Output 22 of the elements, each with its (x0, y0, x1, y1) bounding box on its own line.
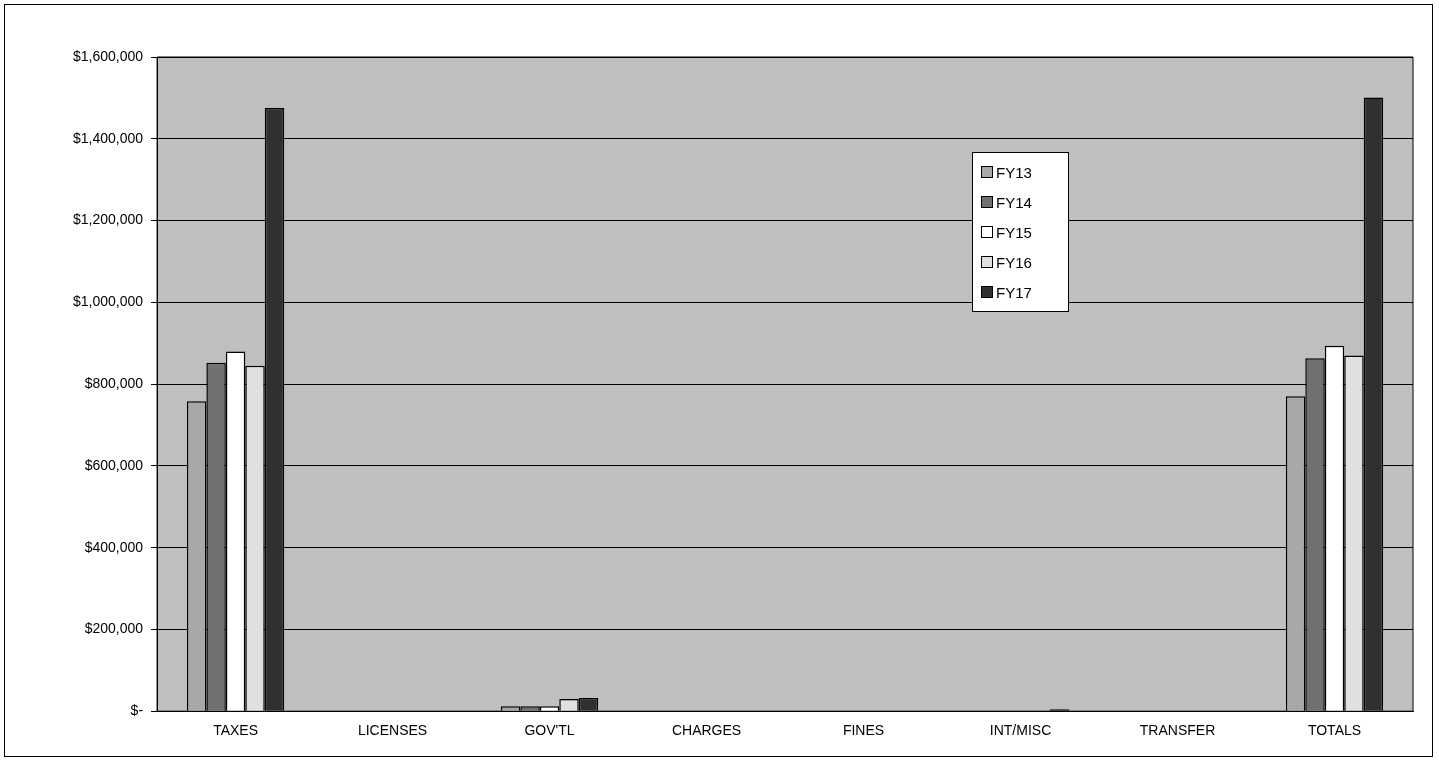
y-tick-label: $600,000 (84, 456, 144, 473)
x-tick-label: LICENSES (357, 722, 428, 739)
y-tick-label: $200,000 (84, 620, 144, 637)
y-tick-label: $1,600,000 (72, 47, 144, 64)
y-tick-label: $- (130, 702, 144, 719)
x-tick-label: TOTALS (1307, 722, 1362, 739)
x-tick-label: TRANSFER (1139, 722, 1216, 739)
x-tick-label: INT/MISC (989, 722, 1052, 739)
y-tick-label: $1,400,000 (72, 129, 144, 146)
legend-label: FY14 (996, 193, 1032, 211)
y-tick-label: $800,000 (84, 374, 144, 391)
x-tick-label: GOV'TL (524, 722, 575, 739)
x-tick-label: FINES (842, 722, 885, 739)
y-tick-label: $400,000 (84, 538, 144, 555)
y-tick-label: $1,000,000 (72, 293, 144, 310)
legend-label: FY16 (996, 253, 1032, 271)
legend-label: FY15 (996, 223, 1032, 241)
y-tick-label: $1,200,000 (72, 211, 144, 228)
x-tick-label: CHARGES (671, 722, 742, 739)
legend-label: FY17 (996, 283, 1032, 301)
legend-label: FY13 (996, 163, 1032, 181)
x-tick-label: TAXES (213, 722, 258, 739)
